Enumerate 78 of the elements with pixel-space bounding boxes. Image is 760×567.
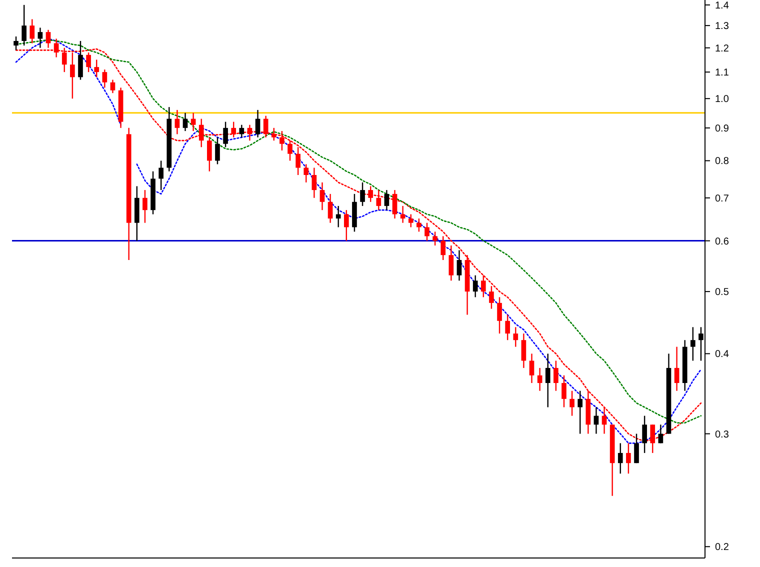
y-tick-label: 0.5 xyxy=(715,287,730,298)
candlestick xyxy=(618,442,623,474)
candlestick xyxy=(690,326,696,362)
candlestick xyxy=(529,353,534,384)
candlestick xyxy=(271,127,276,142)
candlestick xyxy=(570,390,574,416)
candlestick xyxy=(288,140,292,162)
candlestick xyxy=(207,136,212,172)
candlestick xyxy=(472,274,478,298)
candlestick xyxy=(554,360,558,392)
candlestick xyxy=(521,332,526,369)
candlestick xyxy=(78,40,83,80)
candlestick xyxy=(336,205,341,228)
candlestick xyxy=(392,189,398,220)
candlestick xyxy=(304,164,309,184)
candlestick xyxy=(674,346,680,392)
candlestick xyxy=(440,236,446,261)
candlestick xyxy=(634,433,639,464)
candlestick xyxy=(94,59,100,78)
candlestick xyxy=(376,189,382,211)
candlestick xyxy=(215,136,220,165)
candlestick xyxy=(198,118,204,148)
y-tick-label: 0.7 xyxy=(715,193,730,204)
candlestick xyxy=(70,52,75,100)
candlestick xyxy=(344,209,349,242)
y-tick-label: 1.2 xyxy=(715,43,730,54)
candlestick xyxy=(489,285,494,310)
y-tick-label: 1.1 xyxy=(715,68,730,79)
candlestick xyxy=(296,146,300,176)
candlestick xyxy=(102,68,108,88)
candlestick xyxy=(255,109,260,138)
y-tick-label: 0.8 xyxy=(715,156,730,168)
candlestick xyxy=(320,182,325,211)
candlestick xyxy=(497,296,502,334)
candlestick xyxy=(142,189,148,224)
candlestick xyxy=(480,274,486,298)
candlestick xyxy=(263,115,268,138)
candlestick xyxy=(280,130,284,152)
candlestick xyxy=(38,27,43,48)
y-tick-label: 0.9 xyxy=(715,123,730,134)
candlestick xyxy=(86,52,91,73)
candlestick xyxy=(505,314,510,341)
candlestick xyxy=(448,244,454,282)
candlestick xyxy=(360,182,365,207)
candlestick xyxy=(182,112,188,132)
y-tick-label: 1.0 xyxy=(715,94,730,106)
candlestick xyxy=(312,167,317,198)
candlestick xyxy=(158,160,164,191)
y-tick-label: 0.3 xyxy=(715,429,730,440)
candlestick xyxy=(537,367,542,392)
candlestick xyxy=(432,231,438,246)
candlestick xyxy=(642,415,647,454)
candlestick xyxy=(110,79,116,94)
candlestick xyxy=(578,390,583,434)
candlestick xyxy=(545,353,550,408)
y-tick-label: 1.3 xyxy=(715,21,730,32)
candlestick xyxy=(416,218,422,232)
candlestick xyxy=(626,442,631,474)
candlestick xyxy=(223,121,228,148)
candlestick xyxy=(384,189,390,211)
candlestick xyxy=(231,121,236,138)
candlestick xyxy=(408,214,414,228)
candlestick xyxy=(22,4,27,46)
candlestick xyxy=(424,222,430,242)
y-tick-label: 1.4 xyxy=(715,0,730,12)
candlestick xyxy=(562,374,566,408)
y-tick-label: 0.4 xyxy=(715,349,730,360)
candlestick xyxy=(174,109,180,135)
candlestick xyxy=(513,326,518,348)
y-tick-label: 0.6 xyxy=(715,236,730,248)
candlestick xyxy=(239,124,244,138)
candlestick xyxy=(14,36,18,51)
candlestick xyxy=(30,18,35,44)
candlestick xyxy=(368,186,374,202)
candlestick xyxy=(190,112,196,132)
candlestick xyxy=(456,250,462,282)
candlestick xyxy=(328,193,333,224)
y-tick-label: 0.2 xyxy=(715,542,730,554)
